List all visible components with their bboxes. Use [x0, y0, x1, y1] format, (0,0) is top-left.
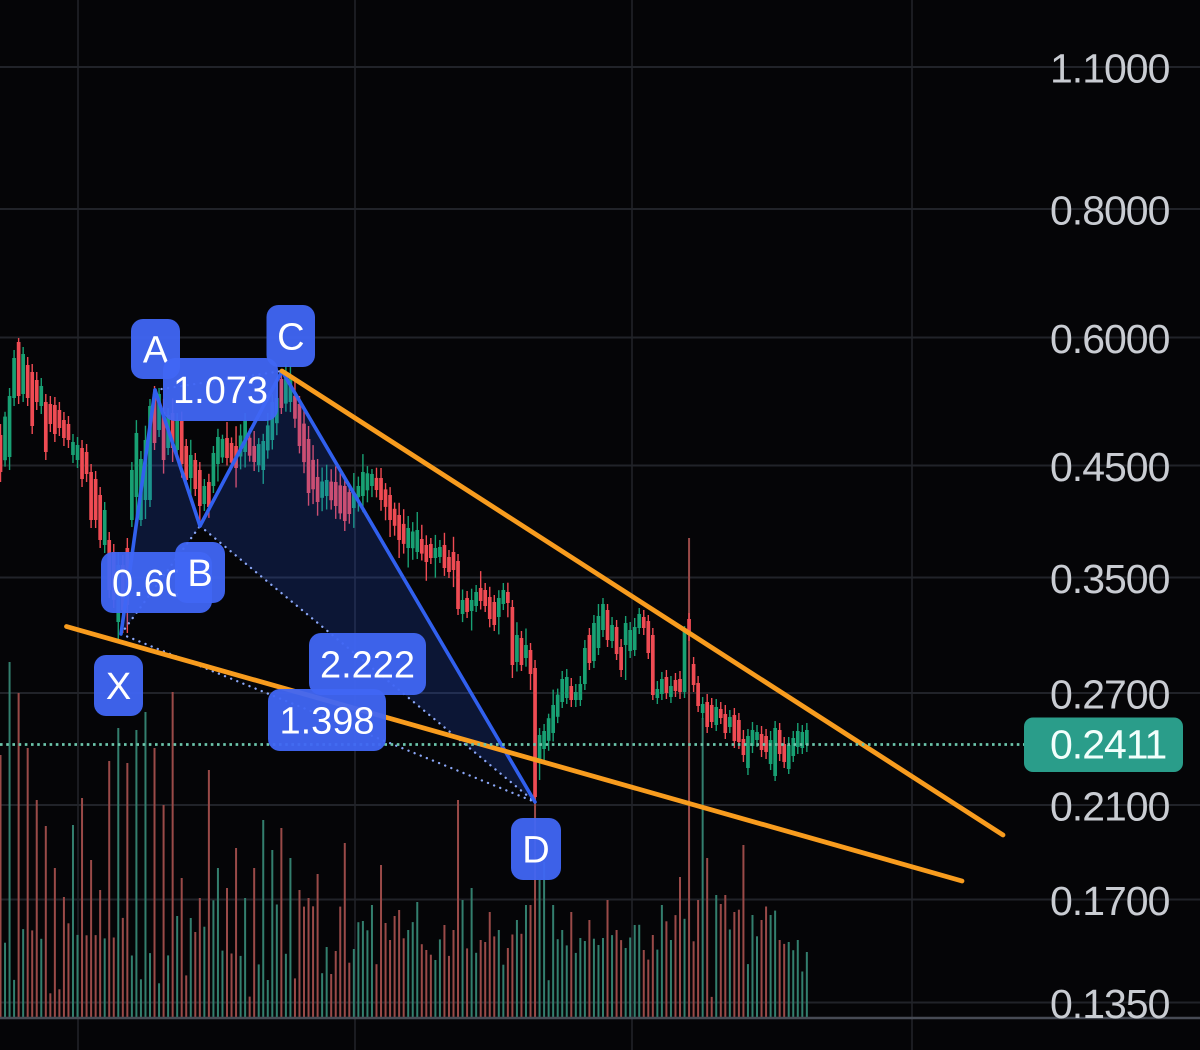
svg-text:0.606: 0.606 [112, 563, 207, 605]
svg-text:2.222: 2.222 [320, 644, 415, 686]
svg-text:0.1350: 0.1350 [1050, 981, 1170, 1027]
svg-text:0.2411: 0.2411 [1050, 722, 1166, 768]
svg-text:0.4500: 0.4500 [1050, 444, 1170, 490]
svg-text:0.2100: 0.2100 [1050, 784, 1170, 830]
svg-text:D: D [522, 829, 549, 871]
svg-text:0.2700: 0.2700 [1050, 672, 1170, 718]
svg-text:1.1000: 1.1000 [1050, 46, 1170, 92]
svg-text:X: X [106, 666, 131, 708]
svg-text:0.8000: 0.8000 [1050, 188, 1170, 234]
svg-text:0.6000: 0.6000 [1050, 316, 1170, 362]
svg-text:0.1700: 0.1700 [1050, 878, 1170, 924]
svg-text:C: C [277, 316, 304, 358]
svg-text:B: B [187, 553, 212, 595]
svg-text:0.3500: 0.3500 [1050, 556, 1170, 602]
svg-text:1.073: 1.073 [173, 370, 268, 412]
svg-text:1.398: 1.398 [279, 700, 374, 742]
